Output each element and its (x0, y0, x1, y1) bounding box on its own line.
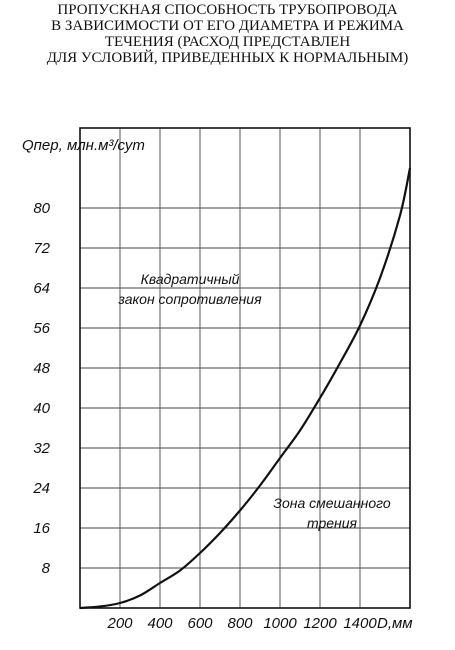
x-tick-label: 1400 (343, 615, 377, 632)
y-tick-label: 56 (33, 320, 50, 337)
annotation-text: Квадратичный (141, 271, 240, 287)
y-tick-label: 48 (33, 360, 50, 377)
x-axis-label: D,мм (377, 615, 413, 632)
y-tick-label: 24 (32, 480, 50, 497)
x-tick-label: 400 (147, 615, 173, 632)
x-tick-label: 1200 (303, 615, 337, 632)
chart-title-line-4: ДЛЯ УСЛОВИЙ, ПРИВЕДЕННЫХ К НОРМАЛЬНЫМ) (46, 50, 409, 66)
plot-frame (79, 127, 411, 609)
y-tick-label: 32 (33, 440, 50, 457)
x-tick-label: 200 (106, 615, 133, 632)
annotation-text: закон сопротивления (117, 291, 262, 307)
y-tick-label: 72 (33, 240, 50, 257)
annotation-text: трения (307, 515, 358, 531)
chart-title-line-3: ТЕЧЕНИЯ (РАСХОД ПРЕДСТАВЛЕН (104, 34, 351, 50)
y-tick-label: 80 (33, 200, 50, 217)
y-tick-label: 64 (33, 280, 50, 297)
x-tick-label: 800 (227, 615, 253, 632)
series-line (79, 167, 412, 610)
chart-title-line-2: В ЗАВИСИМОСТИ ОТ ЕГО ДИАМЕТРА И РЕЖИМА (51, 18, 404, 34)
annotation-text: Зона смешанного (273, 495, 390, 511)
x-tick-label: 1000 (263, 615, 297, 632)
chart-title: ПРОПУСКНАЯ СПОСОБНОСТЬ ТРУБОПРОВОДА В ЗА… (0, 2, 455, 66)
y-tick-label: 16 (33, 520, 50, 537)
y-tick-label: 8 (42, 560, 51, 577)
y-tick-label: 40 (33, 400, 50, 417)
y-axis-label: Qпер, млн.м³/сут (22, 137, 145, 154)
x-tick-label: 600 (187, 615, 213, 632)
chart-title-line-1: ПРОПУСКНАЯ СПОСОБНОСТЬ ТРУБОПРОВОДА (57, 2, 398, 18)
